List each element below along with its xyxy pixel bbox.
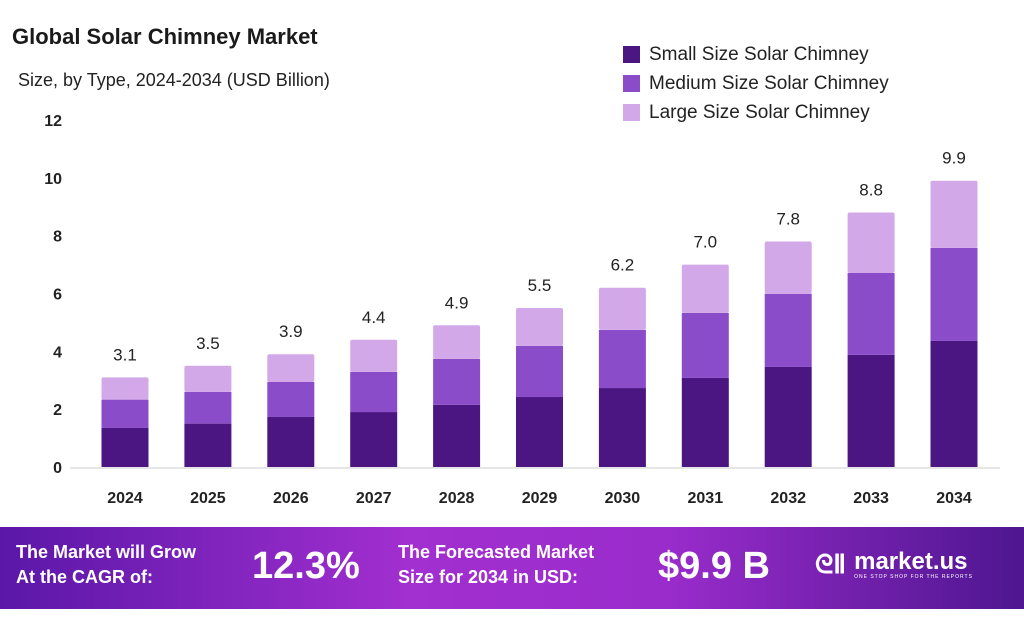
bar-total-label: 3.5 xyxy=(196,334,220,353)
bar-total-label: 7.8 xyxy=(776,209,800,228)
y-tick-label: 8 xyxy=(53,229,62,246)
footer-banner: The Market will Grow At the CAGR of: 12.3… xyxy=(0,527,1024,609)
bar-total-label: 6.2 xyxy=(611,256,635,275)
bar-segment-large xyxy=(681,264,729,313)
forecast-label-line1: The Forecasted Market xyxy=(398,542,595,562)
x-tick-label: 2032 xyxy=(770,490,806,507)
y-tick-label: 2 xyxy=(53,402,62,419)
legend-label: Medium Size Solar Chimney xyxy=(649,72,889,94)
y-tick-label: 4 xyxy=(53,344,62,361)
legend-swatch xyxy=(623,46,640,63)
bar-segment-small xyxy=(764,366,812,467)
legend-item-large: Large Size Solar Chimney xyxy=(623,98,889,127)
y-tick-label: 6 xyxy=(53,287,62,304)
forecast-value: $9.9 B xyxy=(658,545,770,587)
chart-subtitle: Size, by Type, 2024-2034 (USD Billion) xyxy=(18,70,330,90)
bar-segment-small xyxy=(101,427,149,467)
logo-name: market.us xyxy=(854,548,968,575)
bar-segment-medium xyxy=(267,381,315,417)
bar-total-label: 3.1 xyxy=(113,345,137,364)
bar-segment-large xyxy=(764,241,812,294)
bar-segment-medium xyxy=(598,329,646,389)
logo-mark-icon: ᘓⅡ xyxy=(815,549,847,579)
bar-segment-large xyxy=(847,212,895,273)
bar-total-label: 4.4 xyxy=(362,308,386,327)
bar-segment-medium xyxy=(516,345,563,398)
x-tick-label: 2030 xyxy=(605,490,641,507)
bar-segment-large xyxy=(350,339,398,372)
stacked-bar-chart: 0 2 4 6 8 10 12 3.1 2024 3.5 2025 3.9 2026 4.4 2027 4.9… xyxy=(44,113,1000,507)
x-tick-label: 2025 xyxy=(190,490,226,507)
bar-segment-medium xyxy=(101,399,149,428)
x-tick-label: 2029 xyxy=(522,490,558,507)
bar-total-label: 3.9 xyxy=(279,322,303,341)
legend-swatch xyxy=(623,75,640,92)
legend-swatch xyxy=(623,104,640,121)
bar-total-label: 9.9 xyxy=(942,149,966,168)
y-tick-label: 10 xyxy=(44,171,62,188)
bar-total-label: 4.9 xyxy=(445,293,469,312)
bar-segment-small xyxy=(267,416,315,467)
cagr-value: 12.3% xyxy=(252,545,360,587)
bar-segment-large xyxy=(101,377,149,400)
bar-total-label: 8.8 xyxy=(859,181,883,200)
cagr-label-line1: The Market will Grow xyxy=(16,542,197,562)
bar-segment-small xyxy=(433,404,481,467)
x-tick-label: 2028 xyxy=(439,490,475,507)
legend: Small Size Solar Chimney Medium Size Sol… xyxy=(623,40,889,127)
market-us-logo: ᘓⅡ market.us ONE STOP SHOP FOR THE REPORT… xyxy=(815,549,973,581)
legend-item-small: Small Size Solar Chimney xyxy=(623,40,889,69)
legend-label: Small Size Solar Chimney xyxy=(649,43,869,65)
bar-segment-small xyxy=(847,354,895,467)
x-tick-label: 2031 xyxy=(688,490,724,507)
bar-segment-medium xyxy=(184,391,232,424)
x-tick-label: 2027 xyxy=(356,490,392,507)
bar-segment-small xyxy=(930,340,978,467)
bar-segment-small xyxy=(350,412,398,467)
bar-segment-medium xyxy=(930,247,978,341)
x-tick-label: 2034 xyxy=(936,490,972,507)
bar-segment-large xyxy=(516,307,563,346)
forecast-label: The Forecasted Market Size for 2034 in US… xyxy=(398,540,594,590)
cagr-label: The Market will Grow At the CAGR of: xyxy=(16,540,196,590)
bar-segment-small xyxy=(598,388,646,467)
bar-segment-small xyxy=(516,397,563,467)
cagr-label-line2: At the CAGR of: xyxy=(16,567,153,587)
y-tick-label: 12 xyxy=(44,113,62,130)
bar-segment-medium xyxy=(847,272,895,355)
bar-segment-large xyxy=(930,180,978,248)
bar-segment-large xyxy=(433,325,481,359)
forecast-label-line2: Size for 2034 in USD: xyxy=(398,567,579,587)
x-tick-label: 2033 xyxy=(853,490,889,507)
bar-segment-small xyxy=(681,377,729,467)
bar-segment-large xyxy=(267,354,315,382)
logo-tagline: ONE STOP SHOP FOR THE REPORTS xyxy=(854,574,973,580)
legend-label: Large Size Solar Chimney xyxy=(649,101,870,123)
bar-segment-large xyxy=(598,287,646,330)
bar-segment-medium xyxy=(433,358,481,405)
chart-title: Global Solar Chimney Market xyxy=(12,24,318,49)
bar-segment-medium xyxy=(764,293,812,367)
x-tick-label: 2024 xyxy=(107,490,143,507)
bar-total-label: 7.0 xyxy=(693,233,717,252)
y-tick-label: 0 xyxy=(53,460,62,477)
x-tick-label: 2026 xyxy=(273,490,309,507)
legend-item-medium: Medium Size Solar Chimney xyxy=(623,69,889,98)
bar-segment-medium xyxy=(681,312,729,378)
bar-segment-small xyxy=(184,423,232,467)
bar-total-label: 5.5 xyxy=(528,276,552,295)
bar-segment-medium xyxy=(350,371,398,413)
bar-segment-large xyxy=(184,365,232,392)
